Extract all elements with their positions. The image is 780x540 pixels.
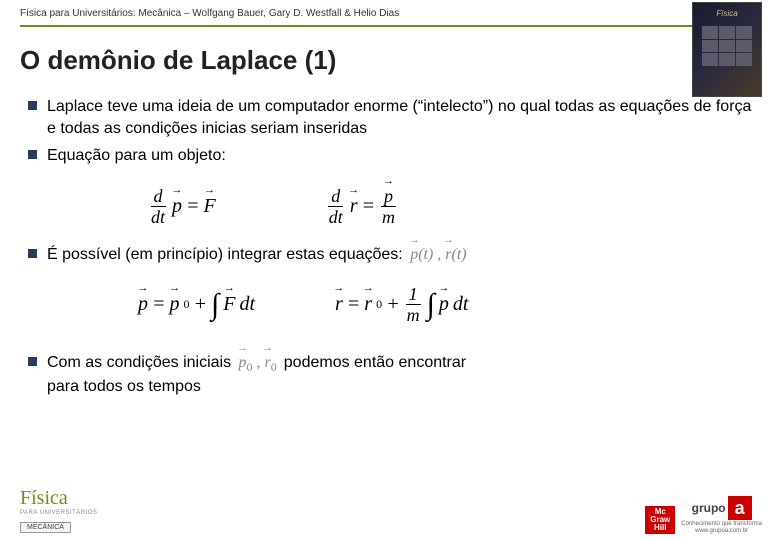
bullet-marker	[28, 150, 37, 159]
bullet-marker	[28, 101, 37, 110]
bullet-2-text: Equação para um objeto:	[47, 145, 226, 167]
book-cover-label: Física	[716, 9, 737, 18]
slide-title: O demônio de Laplace (1)	[0, 27, 780, 90]
bullet-2: Equação para um objeto:	[28, 145, 752, 167]
mcgraw-hill-logo: Mc Graw Hill	[645, 506, 675, 534]
book-cover-thumb: Física	[692, 2, 762, 97]
slide-content: Laplace teve uma ideia de um computador …	[0, 90, 780, 397]
footer-right-logos: Mc Graw Hill grupo a Conhecimento que tr…	[645, 496, 762, 534]
inline-eq-p0-r0: p0 , r0	[239, 354, 281, 371]
equation-row-2: p = p0 + ∫ Fdt r = r0 + 1m ∫ pdt	[28, 271, 752, 342]
equation-drdt: ddt r = pm	[326, 187, 398, 226]
fisica-logo-sub: PARA UNIVERSITÁRIOS	[20, 510, 97, 516]
grupo-a-logo: grupo a Conhecimento que transforma www.…	[681, 496, 762, 534]
bullet-marker	[28, 249, 37, 258]
equation-p-int: p = p0 + ∫ Fdt	[138, 285, 255, 324]
bullet-marker	[28, 357, 37, 366]
equation-dpdt: ddt p = F	[148, 187, 216, 226]
equation-row-1: ddt p = F ddt r = pm	[28, 173, 752, 244]
equation-r-int: r = r0 + 1m ∫ pdt	[335, 285, 468, 324]
bullet-4: Com as condições iniciais p0 , r0 podemo…	[28, 352, 752, 397]
bullet-1-text: Laplace teve uma ideia de um computador …	[47, 96, 752, 139]
breadcrumb-text: Física para Universitários: Mecânica – W…	[20, 8, 399, 19]
inline-eq-pt-rt: p(t) , r(t)	[410, 246, 466, 263]
bullet-3-text: É possível (em princípio) integrar estas…	[47, 244, 470, 266]
bullet-3: É possível (em princípio) integrar estas…	[28, 244, 752, 266]
bullet-1: Laplace teve uma ideia de um computador …	[28, 96, 752, 139]
header-breadcrumb: Física para Universitários: Mecânica – W…	[0, 0, 780, 23]
mecanica-badge: MECÂNICA	[20, 522, 71, 533]
fisica-logo-text: Física	[20, 487, 97, 510]
footer-left-logo: Física PARA UNIVERSITÁRIOS MECÂNICA	[20, 487, 97, 534]
footer: Física PARA UNIVERSITÁRIOS MECÂNICA Mc G…	[20, 487, 762, 534]
book-cover-grid	[702, 26, 752, 66]
bullet-4-text: Com as condições iniciais p0 , r0 podemo…	[47, 352, 466, 397]
